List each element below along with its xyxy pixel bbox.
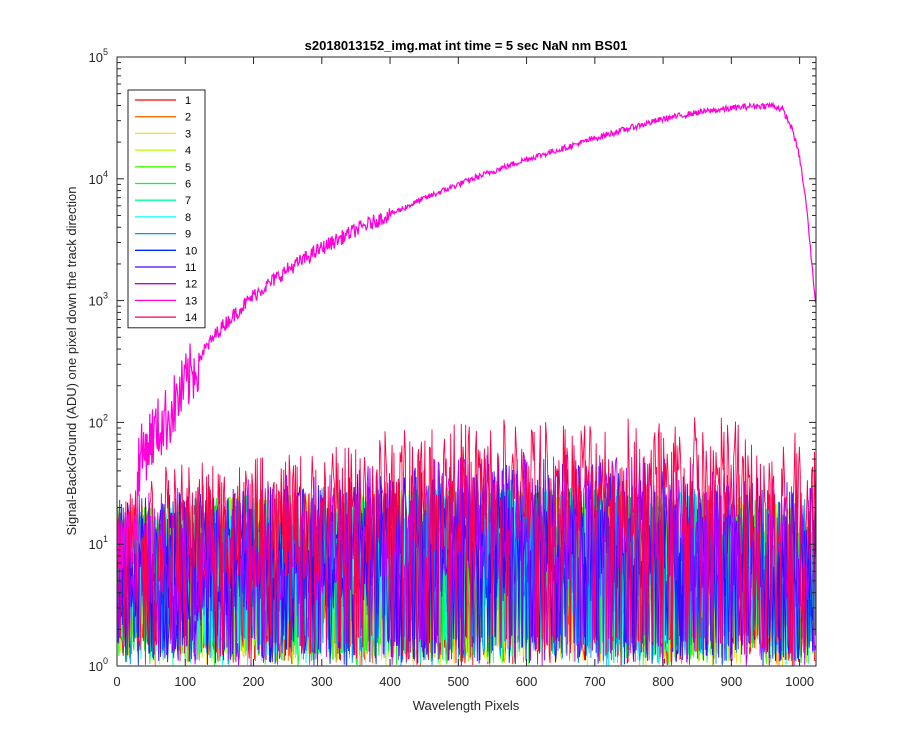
y-tick-base: 10 <box>89 294 103 309</box>
x-tick-label: 300 <box>311 674 333 689</box>
legend-label-9: 9 <box>185 229 191 241</box>
y-tick-base: 10 <box>89 50 103 65</box>
y-tick-label: 103 <box>89 291 108 309</box>
x-tick-label: 900 <box>721 674 743 689</box>
x-tick-label: 500 <box>447 674 469 689</box>
x-tick-label: 700 <box>584 674 606 689</box>
legend-label-4: 4 <box>185 145 191 157</box>
y-tick-base: 10 <box>89 172 103 187</box>
legend-box <box>127 89 206 329</box>
x-tick-label: 100 <box>174 674 196 689</box>
y-tick-exponent: 5 <box>103 47 108 57</box>
x-tick-label: 200 <box>243 674 265 689</box>
legend-label-7: 7 <box>185 195 191 207</box>
legend-label-1: 1 <box>185 95 191 107</box>
legend-label-14: 14 <box>185 312 197 324</box>
x-axis: 0 100 200 300 400 500 600 700 800 900 1000 <box>113 57 814 689</box>
y-tick-exponent: 3 <box>103 291 108 301</box>
legend-label-5: 5 <box>185 162 191 174</box>
legend-label-12: 12 <box>185 279 197 291</box>
y-tick-label: 104 <box>89 169 108 187</box>
y-tick-label: 105 <box>89 47 108 65</box>
x-tick-label: 400 <box>379 674 401 689</box>
x-axis-label: Wavelength Pixels <box>413 698 520 713</box>
y-tick-exponent: 4 <box>103 169 108 179</box>
x-tick-label: 0 <box>113 674 120 689</box>
y-tick-base: 10 <box>89 537 103 552</box>
legend-label-10: 10 <box>185 245 197 257</box>
legend-label-2: 2 <box>185 112 191 124</box>
y-tick-label: 100 <box>89 656 108 674</box>
series-line-13 <box>117 101 816 580</box>
series-line-14 <box>117 417 816 666</box>
legend-label-8: 8 <box>185 212 191 224</box>
y-tick-exponent: 1 <box>103 534 108 544</box>
series-layer <box>117 101 816 666</box>
x-tick-label: 600 <box>516 674 538 689</box>
y-tick-base: 10 <box>89 415 103 430</box>
y-tick-exponent: 0 <box>103 656 108 666</box>
chart-title: s2018013152_img.mat int time = 5 sec NaN… <box>305 38 628 53</box>
y-tick-label: 102 <box>89 412 108 430</box>
y-tick-exponent: 2 <box>103 412 108 422</box>
y-tick-label: 101 <box>89 534 108 552</box>
legend-label-6: 6 <box>185 179 191 191</box>
x-tick-label: 800 <box>652 674 674 689</box>
legend-label-3: 3 <box>185 128 191 140</box>
y-axis-label: Signal-BackGround (ADU) one pixel down t… <box>64 186 79 535</box>
y-tick-base: 10 <box>89 659 103 674</box>
x-tick-label: 1000 <box>785 674 814 689</box>
legend-label-11: 11 <box>185 262 196 274</box>
legend-label-13: 13 <box>185 295 197 307</box>
plot-frame <box>116 56 817 667</box>
